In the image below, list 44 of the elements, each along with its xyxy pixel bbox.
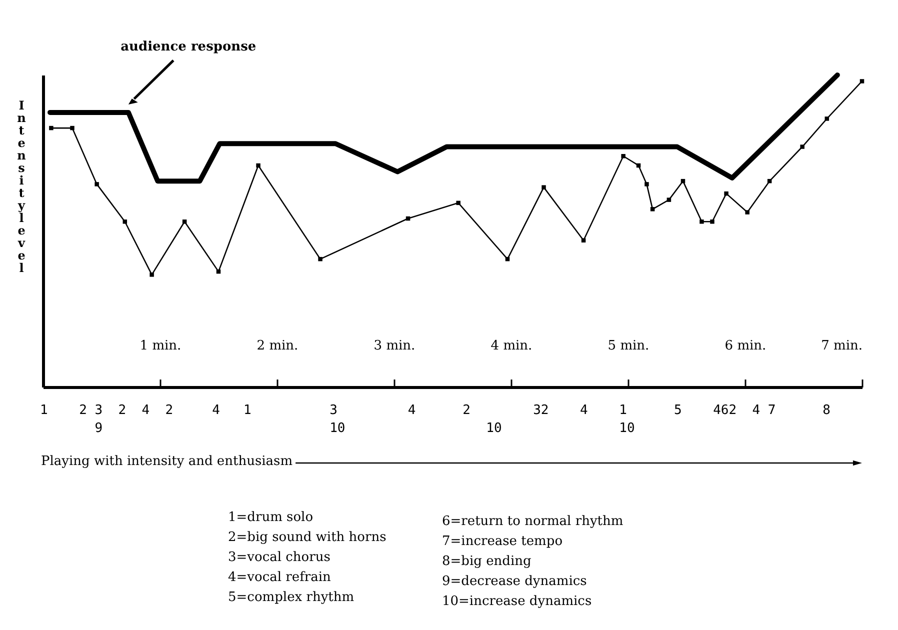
point xyxy=(581,238,586,242)
text: 10=increase dynamics xyxy=(442,593,593,611)
point xyxy=(122,220,128,224)
point xyxy=(256,163,260,168)
x-tick-label: 7 min. xyxy=(821,338,862,354)
point xyxy=(94,182,99,186)
x-tick-label: 2 min. xyxy=(256,338,298,354)
x-tick-label: 3 min. xyxy=(374,338,416,354)
x-tick-label: 1 min. xyxy=(140,338,182,354)
point xyxy=(860,79,864,84)
point xyxy=(724,191,728,196)
text: 4=vocal refrain xyxy=(228,569,332,587)
point xyxy=(710,220,714,224)
text: 6=return to normal rhythm xyxy=(442,513,624,531)
text: 7=increase tempo xyxy=(442,533,564,551)
text: 8=big ending xyxy=(442,553,532,571)
point xyxy=(49,126,54,130)
point xyxy=(70,126,74,130)
x-tick-label: 6 min. xyxy=(724,338,766,354)
text: 5=complex rhythm xyxy=(228,589,356,607)
point xyxy=(824,116,830,121)
text: 1 2 3 2 4 2 4 1 3 4 2 32 4 1 5 462 4 7 8 xyxy=(40,402,830,420)
text: 2=big sound with horns xyxy=(228,529,386,547)
point xyxy=(666,198,672,202)
point xyxy=(800,144,804,149)
text: audience response xyxy=(120,39,256,54)
text: 3=vocal chorus xyxy=(228,549,332,567)
point xyxy=(745,210,750,214)
point xyxy=(542,185,546,190)
text: 9=decrease dynamics xyxy=(442,573,588,591)
text: Intensity level xyxy=(17,98,26,275)
text: Playing with intensity and enthusiasm xyxy=(41,453,293,471)
point xyxy=(150,272,154,277)
text: 1=drum solo xyxy=(228,509,314,527)
text: 9 10 10 10 xyxy=(94,420,635,438)
point xyxy=(650,207,655,212)
x-tick-label: 5 min. xyxy=(608,338,650,354)
point xyxy=(621,154,626,158)
point xyxy=(182,220,187,224)
point xyxy=(456,200,460,206)
point xyxy=(318,256,322,262)
point xyxy=(700,220,704,224)
point xyxy=(644,182,649,186)
x-tick-label: 4 min. xyxy=(490,338,532,354)
